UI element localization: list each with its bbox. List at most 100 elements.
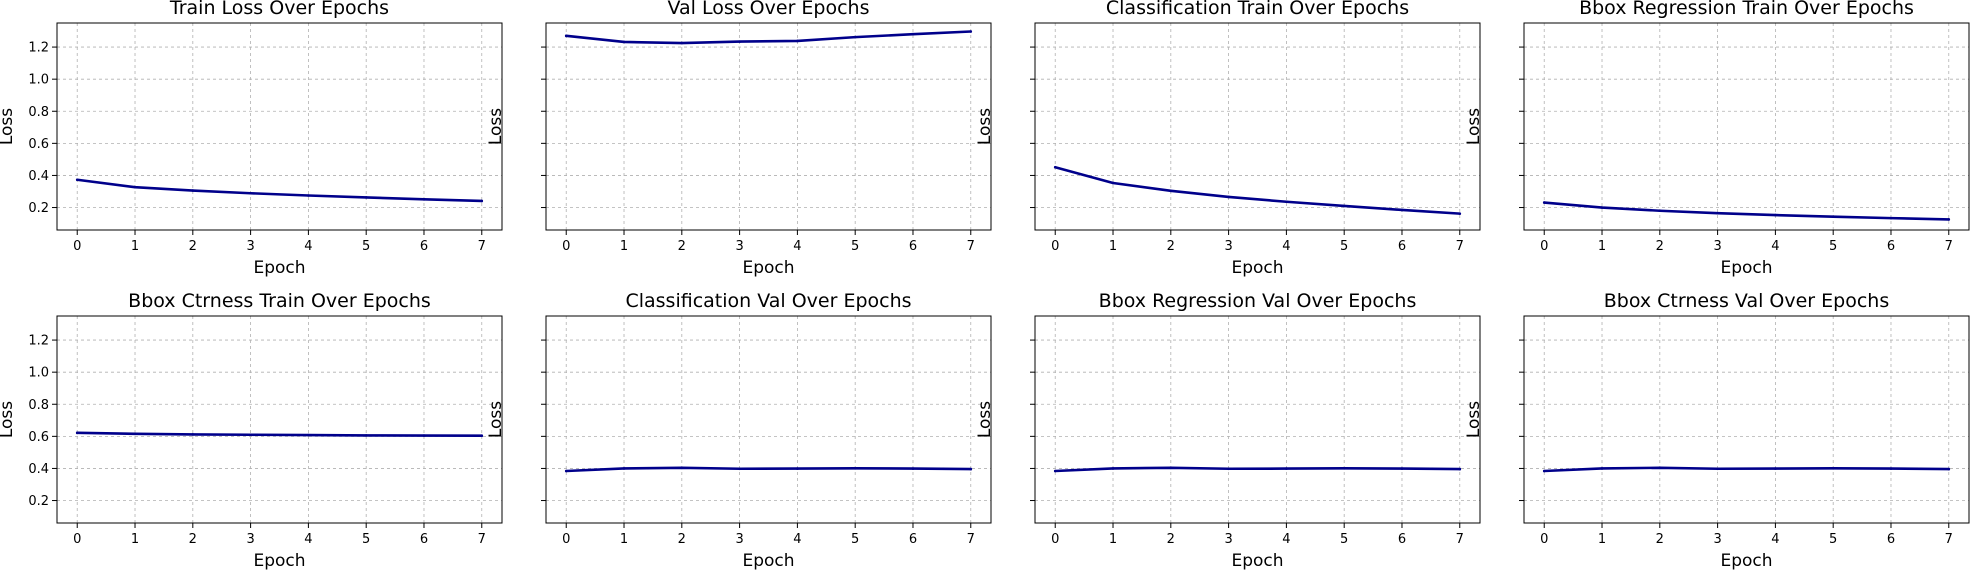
x-tick-label: 3 — [735, 532, 743, 547]
x-tick-label: 5 — [851, 532, 859, 547]
data-point — [969, 467, 973, 471]
axes-frame — [545, 22, 992, 231]
data-point — [1658, 466, 1662, 470]
y-tick-label: 1.0 — [28, 366, 49, 381]
x-tick-label: 0 — [562, 239, 570, 254]
data-point — [796, 39, 799, 43]
data-point — [191, 433, 195, 436]
x-tick-label: 7 — [1945, 532, 1953, 547]
y-axis-label: Loss — [1464, 108, 1484, 145]
y-tick-label: 0.4 — [28, 462, 49, 477]
subplot-title: Train Loss Over Epochs — [169, 0, 389, 19]
data-point — [1169, 466, 1173, 470]
data-point — [1831, 466, 1835, 470]
subplot-title: Bbox Ctrness Val Over Epochs — [1604, 290, 1889, 312]
data-point — [422, 198, 426, 201]
x-tick-label: 6 — [1398, 532, 1406, 547]
x-tick-label: 1 — [1598, 239, 1606, 254]
y-tick-label: 0.8 — [28, 105, 49, 120]
x-tick-label: 3 — [246, 239, 254, 254]
data-point — [422, 434, 426, 437]
x-tick-label: 7 — [478, 532, 486, 547]
x-tick-label: 1 — [131, 239, 139, 254]
data-point — [1342, 204, 1346, 208]
axes-frame — [1523, 315, 1970, 524]
data-point — [738, 40, 741, 43]
subplot-6: 0 1 2 3 4 5 6 7 Classification Val Over Epochs Ep… — [486, 290, 992, 570]
data-point — [1227, 467, 1230, 471]
data-point — [622, 40, 626, 44]
axes-frame — [56, 315, 503, 524]
subplot-4: 0 1 2 3 4 5 6 7 Bbox Regression Train Over Epoch… — [1464, 0, 1970, 278]
data-point — [75, 178, 79, 182]
x-axis-label: Epoch — [742, 551, 794, 570]
x-tick-label: 5 — [1340, 532, 1348, 547]
x-tick-label: 1 — [620, 532, 628, 547]
y-tick-label: 1.0 — [28, 73, 49, 88]
series-line — [75, 178, 484, 203]
data-point — [853, 466, 857, 470]
data-point — [1285, 200, 1288, 204]
x-tick-label: 5 — [362, 532, 370, 547]
y-tick-label: 1.2 — [28, 334, 49, 349]
data-point — [564, 34, 568, 38]
data-point — [738, 467, 741, 471]
x-tick-label: 0 — [1051, 239, 1059, 254]
data-point — [75, 431, 79, 435]
data-point — [796, 467, 799, 470]
subplot-7: 0 1 2 3 4 5 6 7 Bbox Regression Val Over Epochs E… — [975, 290, 1481, 570]
x-tick-label: 7 — [478, 239, 486, 254]
x-axis-label: Epoch — [1231, 551, 1283, 570]
data-point — [480, 434, 484, 438]
data-point — [911, 32, 915, 36]
x-tick-label: 2 — [1656, 532, 1664, 547]
x-tick-label: 4 — [1771, 532, 1779, 547]
data-point — [680, 466, 684, 470]
y-tick-label: 0.4 — [28, 169, 49, 184]
x-tick-label: 7 — [1456, 532, 1464, 547]
data-point — [364, 196, 368, 199]
data-point — [1542, 201, 1546, 204]
subplot-title: Val Loss Over Epochs — [667, 0, 869, 19]
data-point — [1053, 469, 1057, 473]
data-point — [249, 191, 252, 195]
data-point — [133, 185, 137, 189]
data-point — [1774, 467, 1777, 470]
data-point — [1658, 209, 1662, 213]
x-tick-label: 3 — [1224, 532, 1232, 547]
data-point — [564, 469, 568, 473]
x-tick-label: 6 — [1887, 239, 1895, 254]
data-point — [1111, 467, 1115, 470]
y-tick-label: 0.2 — [28, 201, 49, 216]
x-tick-label: 0 — [562, 532, 570, 547]
x-tick-label: 3 — [1713, 239, 1721, 254]
axes-frame — [1523, 22, 1970, 231]
data-point — [1227, 195, 1230, 199]
y-axis-label: Loss — [0, 401, 17, 438]
x-tick-label: 7 — [1456, 239, 1464, 254]
data-point — [307, 194, 310, 197]
x-tick-label: 2 — [678, 532, 686, 547]
data-point — [853, 35, 857, 39]
data-point — [1831, 215, 1835, 218]
data-point — [249, 433, 252, 437]
series-line — [1542, 466, 1951, 473]
x-tick-label: 2 — [1167, 532, 1175, 547]
x-tick-label: 3 — [246, 532, 254, 547]
data-point — [1947, 218, 1951, 221]
x-tick-label: 6 — [1398, 239, 1406, 254]
data-point — [1400, 467, 1404, 470]
axes-frame — [1034, 315, 1481, 524]
x-tick-label: 2 — [189, 239, 197, 254]
x-tick-label: 5 — [1340, 239, 1348, 254]
data-point — [1169, 189, 1173, 193]
axes-frame — [1034, 22, 1481, 231]
x-tick-label: 4 — [304, 532, 312, 547]
series-line — [564, 30, 973, 45]
x-axis-label: Epoch — [253, 551, 305, 570]
data-point — [1716, 467, 1719, 471]
data-point — [1716, 211, 1719, 215]
x-tick-label: 0 — [1540, 239, 1548, 254]
data-point — [364, 434, 368, 437]
